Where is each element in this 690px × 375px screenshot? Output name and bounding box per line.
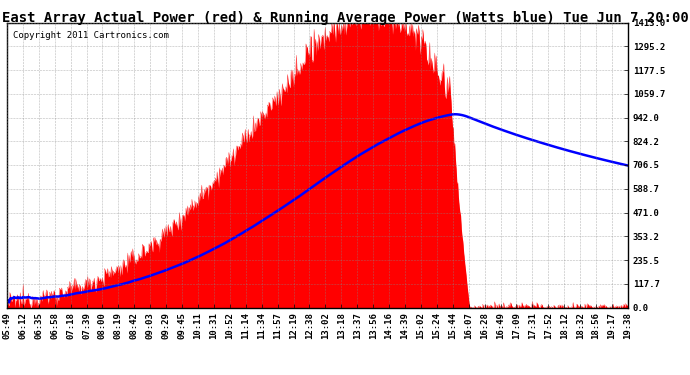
Text: East Array Actual Power (red) & Running Average Power (Watts blue) Tue Jun 7 20:: East Array Actual Power (red) & Running … <box>1 11 689 26</box>
Text: Copyright 2011 Cartronics.com: Copyright 2011 Cartronics.com <box>13 31 169 40</box>
